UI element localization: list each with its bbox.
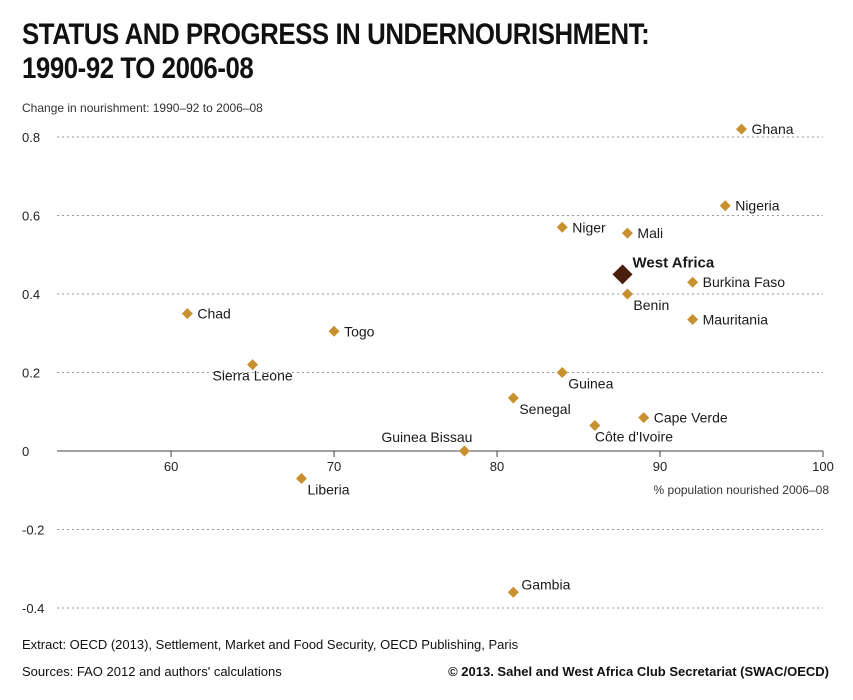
label-senegal: Senegal [519,401,570,417]
y-tick-label: 0.4 [22,287,40,302]
label-guinea: Guinea [568,376,613,392]
label-west-africa: West Africa [633,254,715,271]
chart-title: STATUS AND PROGRESS IN UNDERNOURISHMENT:… [22,18,719,86]
title-line-2: 1990-92 TO 2006-08 [22,52,254,85]
point-mali [621,227,633,239]
point-nigeria [719,200,731,212]
point-mauritania [687,314,699,326]
label-ghana: Ghana [752,121,794,137]
label-benin: Benin [633,297,669,313]
point-chad [181,308,193,320]
point-west-africa [612,264,633,285]
point-burkina-faso [687,276,699,288]
axes: -0.4 -0.2 0 0.2 0.4 0.6 0.8 60 70 80 90 100 [22,130,834,616]
point-liberia [295,472,307,484]
point-ghana [736,123,748,135]
label-chad: Chad [197,306,230,322]
point-senegal [507,392,519,404]
extract-note: Extract: OECD (2013), Settlement, Market… [22,637,519,652]
x-tick-label: 90 [653,459,667,474]
copyright-note: © 2013. Sahel and West Africa Club Secre… [448,664,829,679]
y-tick-label: -0.4 [22,601,44,616]
point-sierra-leone [247,359,259,371]
label-niger: Niger [572,219,606,235]
x-axis-label: % population nourished 2006–08 [653,483,829,497]
point-guinea [556,367,568,378]
point-niger [556,221,568,233]
label-c-te-d-ivoire: Côte d'Ivoire [595,428,673,444]
x-tick-label: 100 [812,459,834,474]
label-mauritania: Mauritania [703,312,769,328]
label-gambia: Gambia [521,576,570,592]
label-liberia: Liberia [307,481,349,497]
y-tick-label: 0.8 [22,130,40,145]
label-sierra-leone: Sierra Leone [212,368,292,384]
title-line-1: STATUS AND PROGRESS IN UNDERNOURISHMENT: [22,18,650,51]
point-cape-verde [638,412,650,424]
point-gambia [507,586,519,598]
label-nigeria: Nigeria [735,198,780,214]
sources-note: Sources: FAO 2012 and authors' calculati… [22,664,282,679]
point-togo [328,325,340,337]
point-benin [621,288,633,300]
label-togo: Togo [344,323,375,339]
label-guinea-bissau: Guinea Bissau [381,429,472,445]
y-tick-label: 0.6 [22,209,40,224]
label-burkina-faso: Burkina Faso [703,274,786,290]
y-axis-label: Change in nourishment: 1990–92 to 2006–0… [22,101,263,115]
x-tick-label: 60 [164,459,178,474]
point-c-te-d-ivoire [589,419,601,431]
x-tick-label: 80 [490,459,504,474]
y-tick-label: -0.2 [22,523,44,538]
y-tick-label: 0.2 [22,366,40,381]
label-cape-verde: Cape Verde [654,410,728,426]
point-guinea-bissau [458,445,470,457]
y-tick-label: 0 [22,444,29,459]
gridlines [57,136,823,609]
label-mali: Mali [637,225,663,241]
data-points: Ghana Nigeria Niger Mali West Africa Burkina … [181,121,794,598]
x-tick-label: 70 [327,459,341,474]
